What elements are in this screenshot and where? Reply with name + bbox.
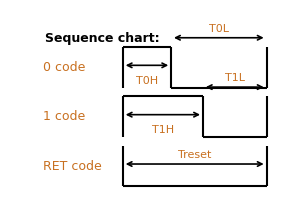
Text: Sequence chart:: Sequence chart: xyxy=(45,32,160,45)
Text: 1 code: 1 code xyxy=(43,110,85,123)
Text: RET code: RET code xyxy=(43,160,102,173)
Text: Treset: Treset xyxy=(178,150,211,160)
Text: T1L: T1L xyxy=(225,73,245,83)
Text: 0 code: 0 code xyxy=(43,61,85,74)
Text: T0L: T0L xyxy=(209,24,229,34)
Text: T1H: T1H xyxy=(152,125,174,135)
Text: T0H: T0H xyxy=(136,76,158,86)
